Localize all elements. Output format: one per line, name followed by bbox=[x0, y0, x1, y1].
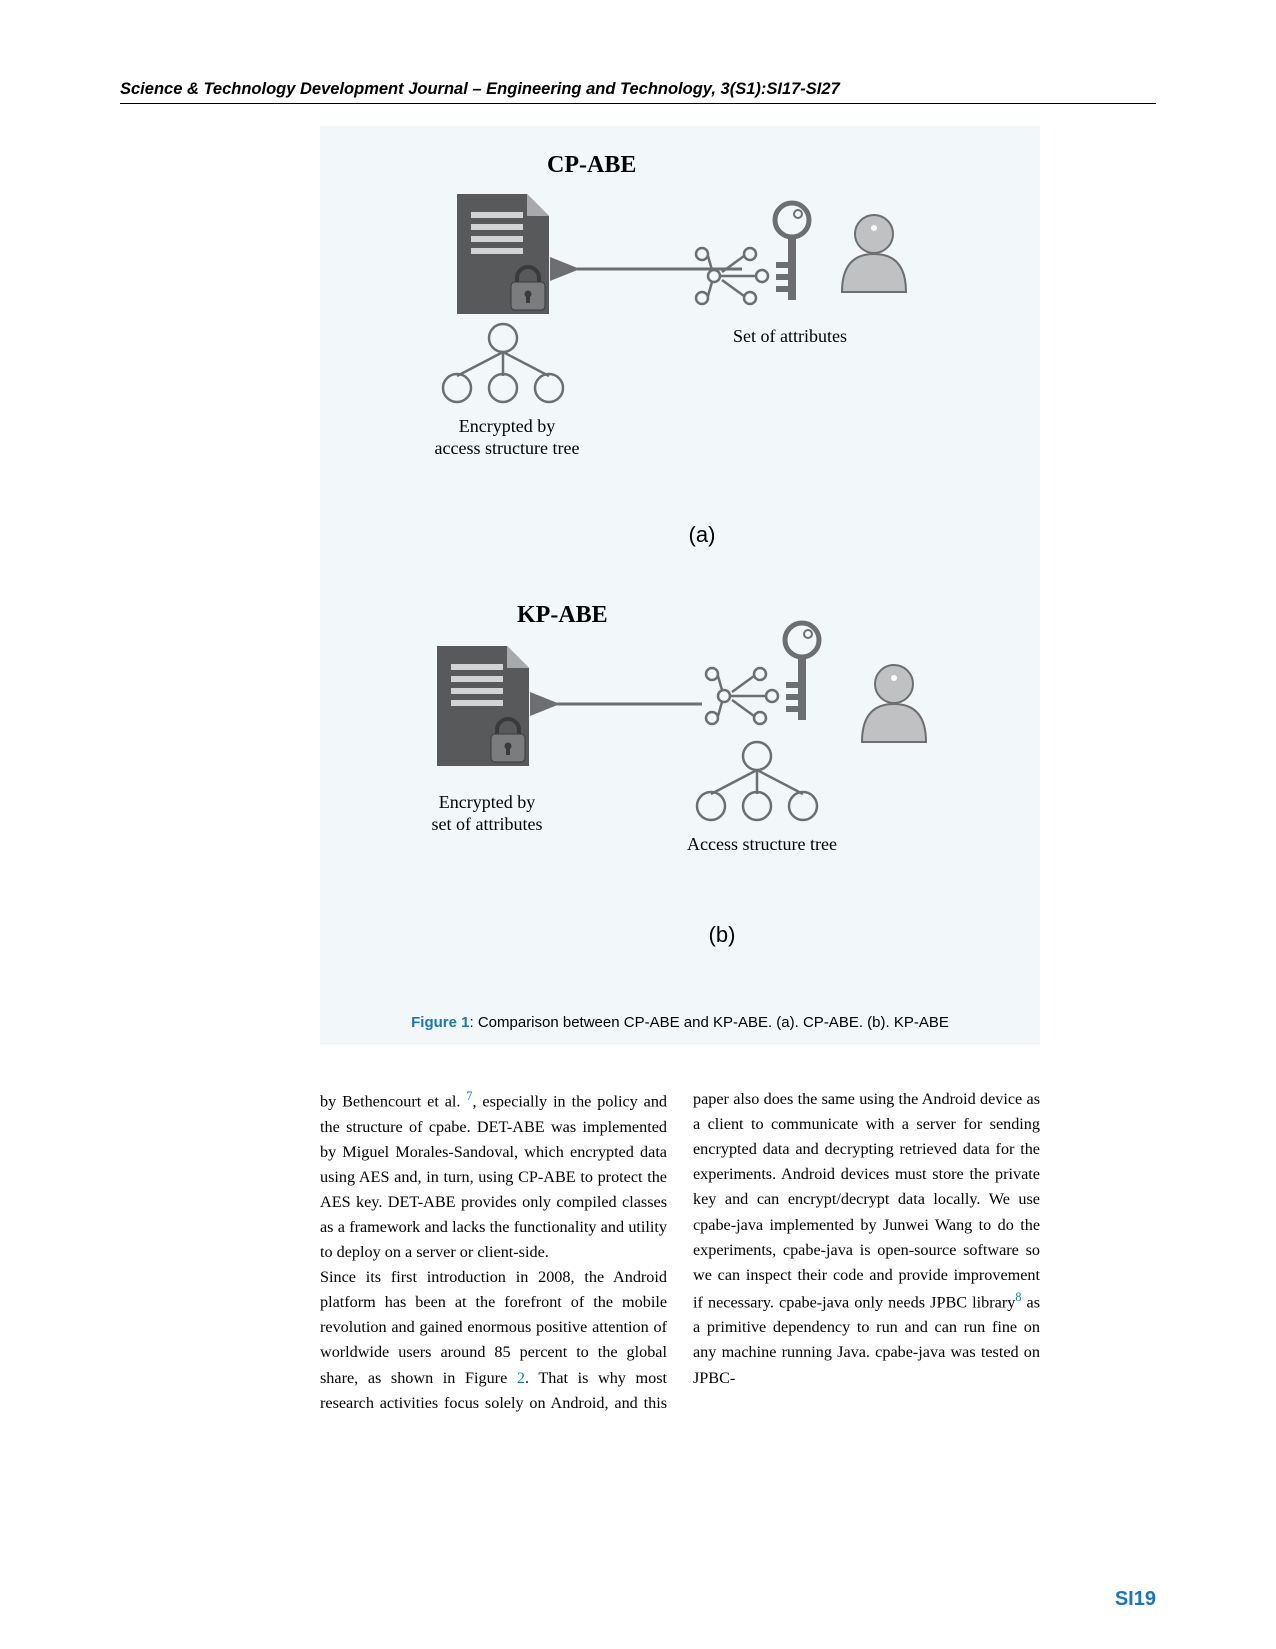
cp-tree-icon bbox=[443, 324, 563, 402]
figure-caption-text: : Comparison between CP-ABE and KP-ABE. … bbox=[470, 1014, 949, 1031]
kp-attr-icon bbox=[706, 668, 778, 724]
kp-abe-title: KP-ABE bbox=[517, 602, 608, 628]
figure-caption: Figure 1: Comparison between CP-ABE and … bbox=[342, 1014, 1018, 1031]
cp-person-icon bbox=[842, 215, 906, 292]
figure-1: CP-ABE Encrypted by access structure tre… bbox=[320, 126, 1040, 1045]
kp-enc-l2: set of attributes bbox=[432, 814, 543, 834]
figure-caption-label: Figure 1 bbox=[411, 1014, 469, 1031]
cp-document-icon bbox=[457, 194, 549, 314]
kp-enc-l1: Encrypted by bbox=[439, 792, 535, 812]
kp-key-icon bbox=[785, 623, 819, 720]
paragraph-1: by Bethencourt et al. 7, especially in t… bbox=[320, 1087, 667, 1265]
figure-svg: CP-ABE Encrypted by access structure tre… bbox=[342, 144, 1018, 1004]
figure-ref-2[interactable]: 2 bbox=[517, 1369, 525, 1387]
kp-person-icon bbox=[862, 665, 926, 742]
cp-enc-l2: access structure tree bbox=[435, 438, 580, 458]
p1b: , especially in the policy and the struc… bbox=[320, 1092, 667, 1261]
p1a: by Bethencourt et al. bbox=[320, 1092, 460, 1110]
cp-attr-label: Set of attributes bbox=[733, 326, 847, 346]
cp-abe-title: CP-ABE bbox=[547, 152, 636, 178]
cp-enc-l1: Encrypted by bbox=[459, 416, 555, 436]
cp-attr-icon bbox=[696, 248, 768, 304]
kp-document-icon bbox=[437, 646, 529, 766]
running-head: Science & Technology Development Journal… bbox=[120, 80, 1156, 104]
sublabel-a: (a) bbox=[689, 522, 716, 547]
page-number: SI19 bbox=[1115, 1588, 1156, 1611]
sublabel-b: (b) bbox=[709, 922, 736, 947]
kp-tree-icon bbox=[697, 742, 817, 820]
kp-tree-label: Access structure tree bbox=[687, 834, 837, 854]
page: Science & Technology Development Journal… bbox=[0, 0, 1276, 1649]
body-text: by Bethencourt et al. 7, especially in t… bbox=[320, 1087, 1040, 1416]
cp-key-icon bbox=[775, 203, 809, 300]
